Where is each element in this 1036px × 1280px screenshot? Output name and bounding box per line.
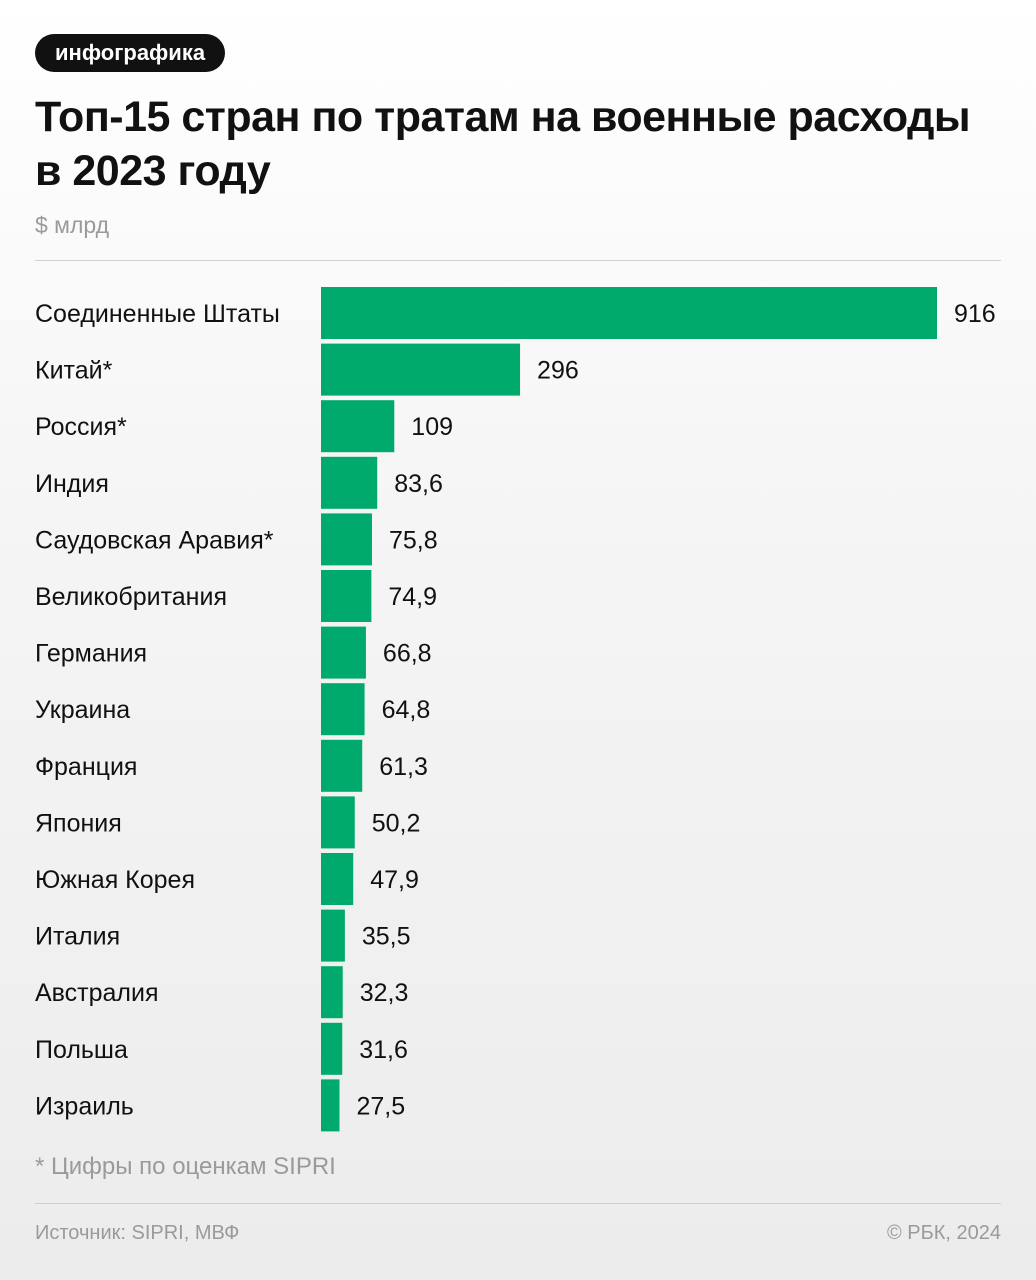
category-label: Южная Корея bbox=[35, 866, 195, 894]
category-label: Польша bbox=[35, 1036, 128, 1064]
source-label: Источник: SIPRI, МВФ bbox=[35, 1222, 240, 1244]
value-label: 35,5 bbox=[362, 923, 411, 951]
category-label: Италия bbox=[35, 923, 120, 951]
bar bbox=[321, 400, 395, 453]
category-label: Саудовская Аравия* bbox=[35, 526, 274, 554]
footnote: * Цифры по оценкам SIPRI bbox=[35, 1153, 336, 1180]
bar bbox=[321, 456, 378, 509]
unit-label: $ млрд bbox=[35, 212, 110, 238]
bar bbox=[321, 343, 521, 396]
bar bbox=[321, 683, 365, 736]
category-label: Соединенные Штаты bbox=[35, 300, 280, 328]
category-badge: инфографика bbox=[35, 34, 226, 72]
value-label: 74,9 bbox=[388, 583, 437, 611]
category-label: Израиль bbox=[35, 1092, 134, 1120]
value-label: 61,3 bbox=[379, 753, 428, 781]
category-label: Германия bbox=[35, 640, 147, 668]
bar bbox=[321, 570, 372, 622]
value-label: 64,8 bbox=[382, 696, 431, 724]
value-label: 47,9 bbox=[370, 866, 419, 894]
category-label: Украина bbox=[35, 696, 130, 724]
value-label: 75,8 bbox=[389, 526, 438, 554]
chart-title: Топ-15 стран по тратам на военные расход… bbox=[35, 93, 971, 195]
bar bbox=[321, 287, 937, 339]
value-label: 916 bbox=[954, 300, 996, 328]
bar bbox=[321, 966, 343, 1019]
value-label: 83,6 bbox=[394, 470, 443, 498]
bar bbox=[321, 853, 354, 905]
value-label: 50,2 bbox=[372, 809, 421, 837]
value-label: 66,8 bbox=[383, 640, 432, 668]
category-label: Великобритания bbox=[35, 583, 227, 611]
value-label: 27,5 bbox=[356, 1092, 405, 1120]
bar bbox=[321, 796, 355, 849]
bottom-divider bbox=[35, 1203, 1001, 1204]
value-label: 296 bbox=[537, 357, 579, 385]
category-label: Китай* bbox=[35, 357, 113, 385]
category-label: Индия bbox=[35, 470, 109, 498]
top-divider bbox=[35, 260, 1001, 261]
value-label: 31,6 bbox=[359, 1036, 408, 1064]
category-label: Россия* bbox=[35, 413, 127, 441]
value-label: 109 bbox=[411, 413, 453, 441]
bar bbox=[321, 513, 372, 566]
bar bbox=[321, 739, 363, 792]
category-label: Франция bbox=[35, 753, 137, 781]
bar bbox=[321, 626, 366, 679]
category-label: Япония bbox=[35, 809, 122, 837]
copyright-label: © РБК, 2024 bbox=[886, 1222, 1001, 1244]
value-label: 32,3 bbox=[360, 979, 409, 1007]
bar bbox=[321, 909, 345, 962]
bar bbox=[321, 1079, 340, 1132]
category-label: Австралия bbox=[35, 979, 159, 1007]
bar bbox=[321, 1022, 343, 1075]
